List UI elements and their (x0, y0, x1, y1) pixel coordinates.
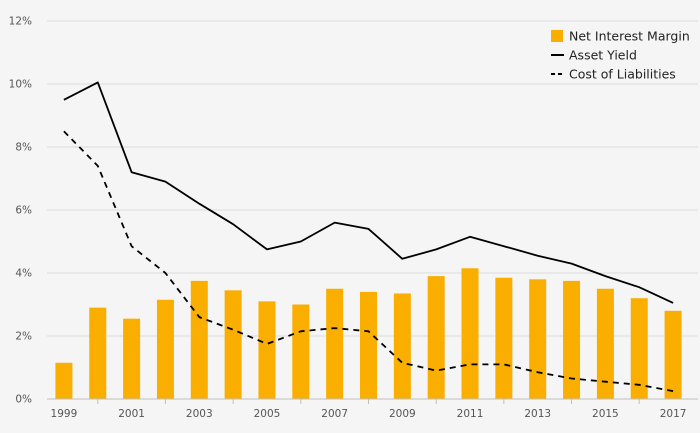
lines-group (63, 81, 674, 392)
y-tick-label: 12% (9, 16, 32, 28)
bar-2014 (563, 280, 581, 399)
bar-2013 (529, 279, 547, 399)
legend-label: Net Interest Margin (569, 29, 690, 44)
legend: Net Interest Margin Asset Yield Cost of Li… (551, 29, 690, 82)
x-tick-label: 2003 (186, 408, 213, 420)
x-tick-label: 2007 (321, 408, 348, 420)
x-tick-label: 1999 (51, 408, 78, 420)
bar-2001 (123, 318, 141, 399)
bar-2006 (292, 304, 310, 399)
x-tick-label: 2015 (592, 408, 619, 420)
bar-2012 (495, 277, 513, 399)
bar-2007 (326, 288, 344, 399)
x-tick-label: 2009 (389, 408, 416, 420)
legend-swatch-net-interest-margin (551, 30, 563, 42)
bar-2010 (427, 276, 445, 399)
bar-2003 (190, 280, 208, 399)
bar-2016 (630, 298, 648, 399)
bar-2011 (461, 268, 479, 399)
x-tick-label: 2017 (660, 408, 687, 420)
bar-2009 (393, 293, 411, 399)
cost-of-liabilities-line (63, 130, 674, 392)
y-tick-label: 0% (15, 394, 32, 406)
gridlines (47, 20, 698, 337)
bar-2000 (89, 307, 107, 399)
y-tick-label: 4% (15, 268, 32, 280)
y-tick-label: 6% (15, 205, 32, 217)
legend-label: Asset Yield (569, 48, 637, 63)
x-tick-label: 2011 (457, 408, 484, 420)
x-tick-label: 2013 (524, 408, 551, 420)
legend-label: Cost of Liabilities (569, 67, 676, 82)
x-tick-label: 2005 (254, 408, 281, 420)
bar-2002 (156, 299, 174, 399)
bar-1999 (55, 362, 73, 399)
bar-2008 (360, 291, 377, 399)
y-tick-label: 2% (15, 331, 32, 343)
axes-group: 0% 2% 4% 6% 8% 10% 12% 1999 2001 2003 2005 2007 2009… (9, 16, 698, 420)
bars-group (55, 268, 682, 399)
asset-yield-line (63, 81, 674, 304)
y-tick-label: 10% (9, 79, 32, 91)
x-tick-label: 2001 (118, 408, 145, 420)
bar-2015 (596, 288, 614, 399)
bar-2017 (664, 310, 682, 399)
bar-2005 (258, 301, 276, 399)
bar-2004 (224, 290, 242, 399)
y-tick-label: 8% (15, 142, 32, 154)
